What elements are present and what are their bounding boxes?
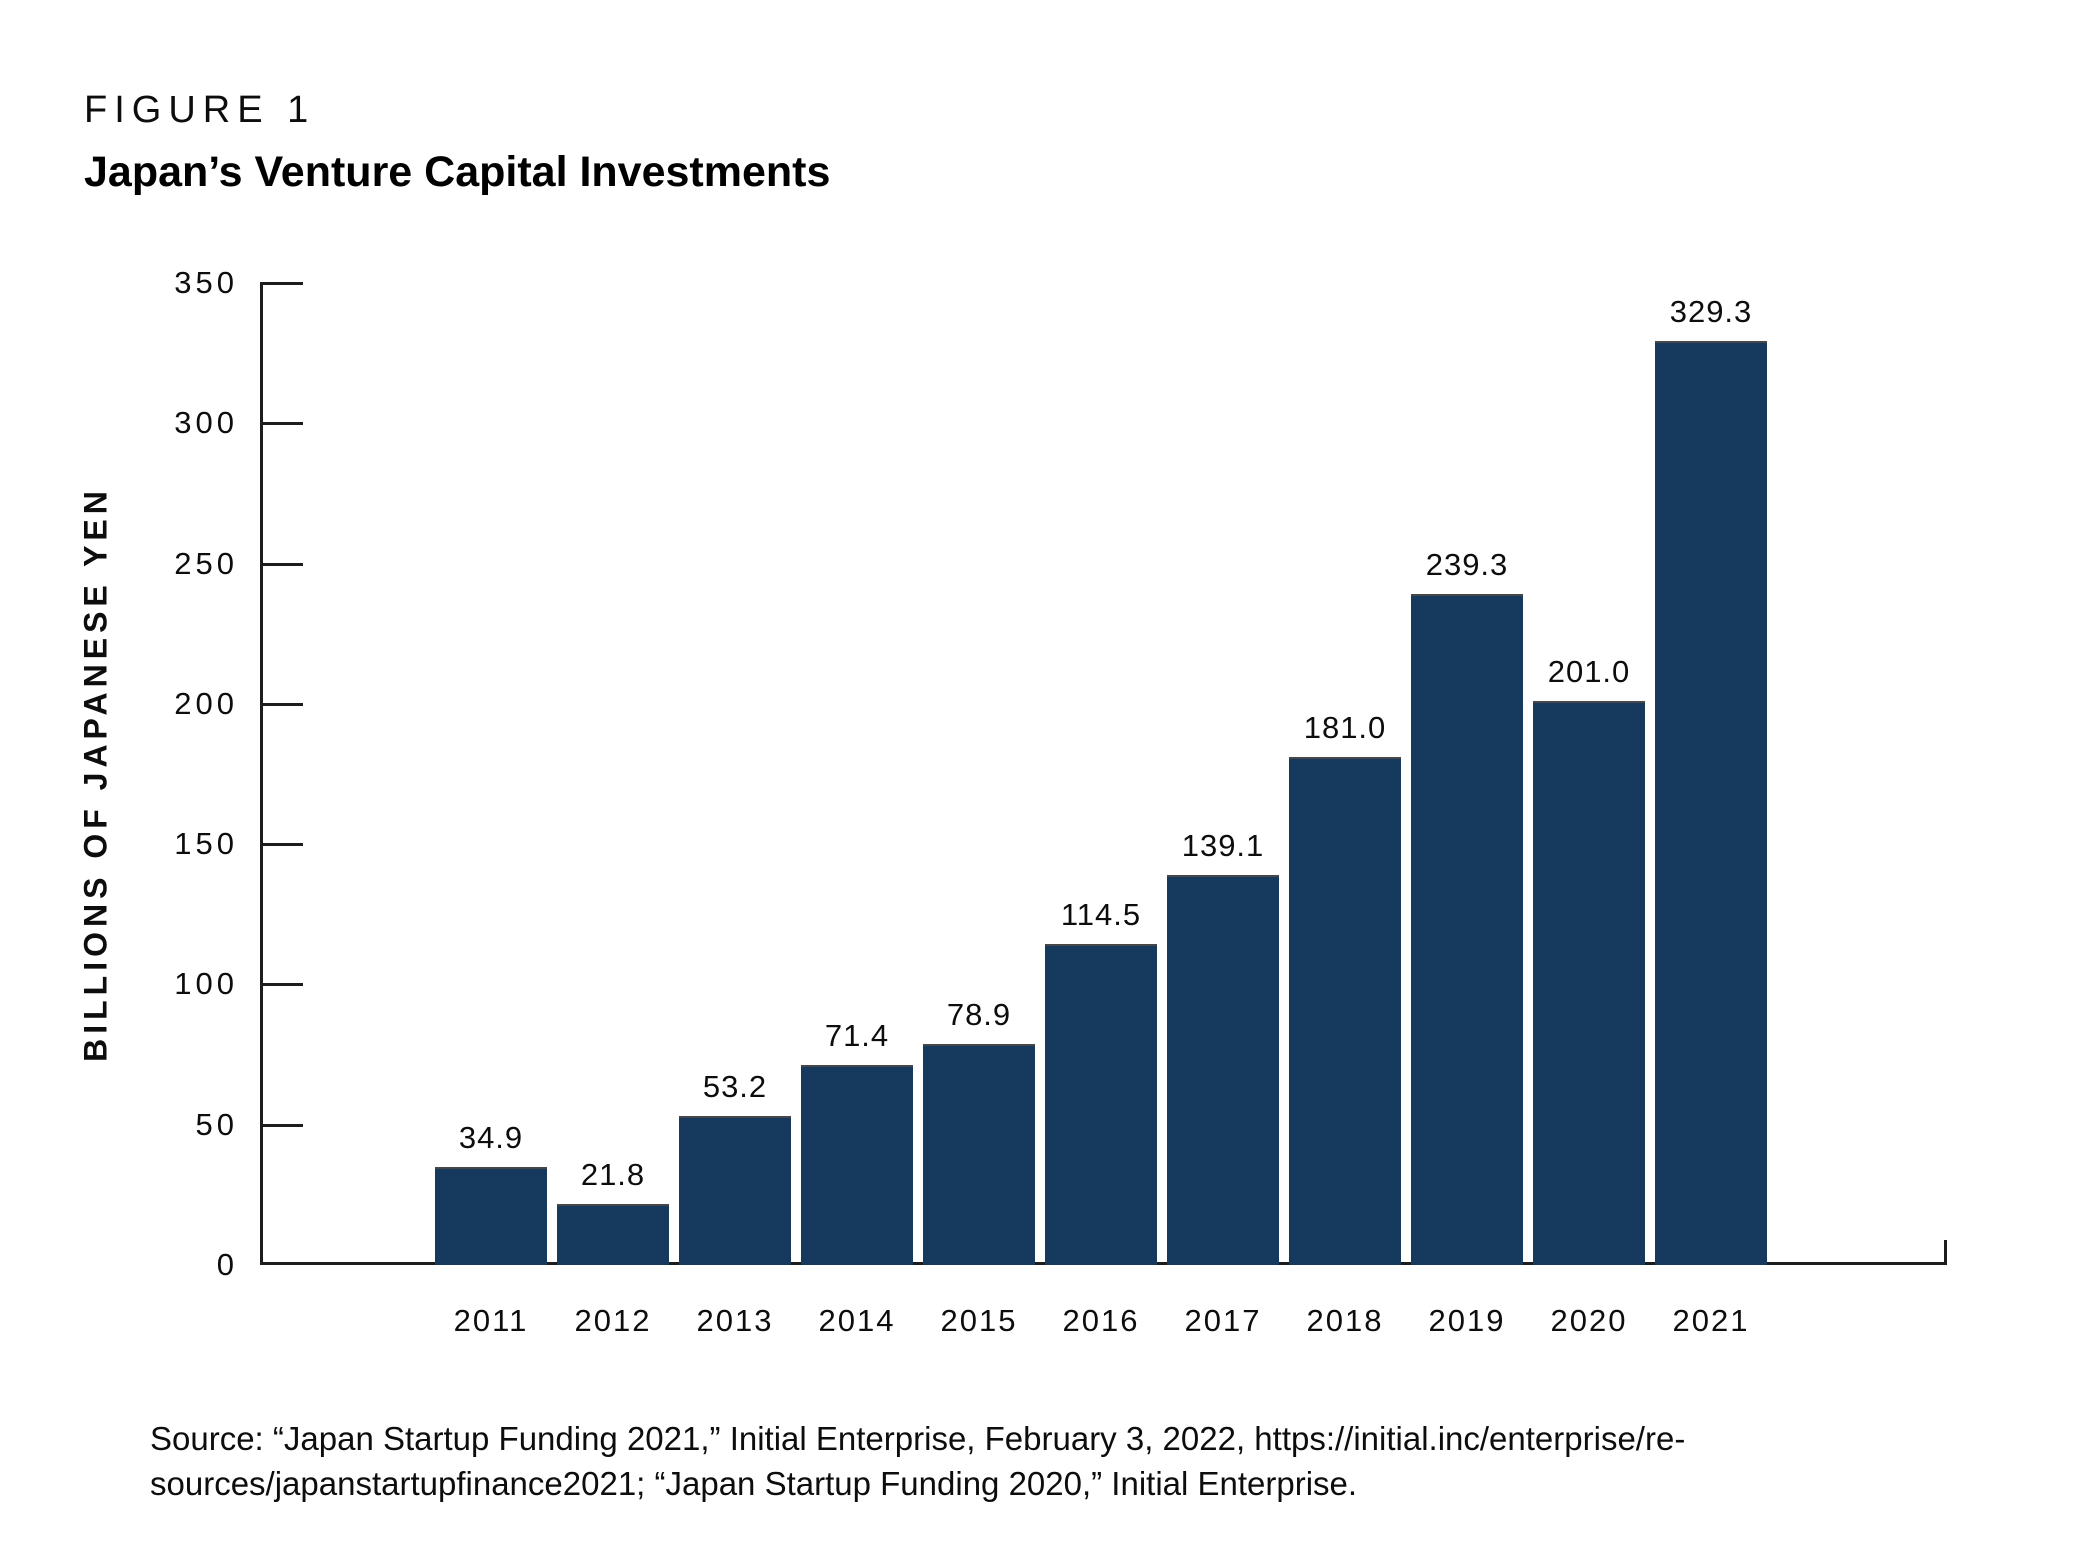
bar-value-label: 53.2 <box>702 1069 768 1104</box>
bar-value-label: 239.3 <box>1425 547 1509 582</box>
bar-value-label: 181.0 <box>1303 710 1387 745</box>
x-tick-label: 2021 <box>1672 1303 1750 1338</box>
bar-2016 <box>1045 944 1157 1265</box>
y-tick-label: 250 <box>174 546 238 581</box>
y-tick-mark <box>260 422 303 425</box>
bar-2013 <box>679 1116 791 1265</box>
source-note: Source: “Japan Startup Funding 2021,” In… <box>150 1416 1685 1506</box>
bar-2015 <box>923 1044 1035 1265</box>
x-tick-label: 2017 <box>1184 1303 1262 1338</box>
y-tick-mark <box>260 843 303 846</box>
bar-value-label: 139.1 <box>1181 828 1265 863</box>
bar-2021 <box>1655 341 1767 1265</box>
bar-value-label: 201.0 <box>1547 654 1631 689</box>
y-tick-mark <box>260 983 303 986</box>
bar-value-label: 71.4 <box>824 1018 890 1053</box>
y-tick-label: 0 <box>216 1247 238 1282</box>
bar-value-label: 34.9 <box>458 1120 524 1155</box>
bar-2012 <box>557 1204 669 1265</box>
x-tick-label: 2012 <box>574 1303 652 1338</box>
figure-label: FIGURE 1 <box>84 89 316 131</box>
x-axis-end-tick <box>1944 1240 1947 1265</box>
bar-2017 <box>1167 875 1279 1265</box>
source-line-2: sources/japanstartupfinance2021; “Japan … <box>150 1465 1358 1502</box>
y-tick-label: 50 <box>195 1107 238 1142</box>
y-tick-mark <box>260 563 303 566</box>
bar-2020 <box>1533 701 1645 1265</box>
x-tick-label: 2020 <box>1550 1303 1628 1338</box>
y-tick-label: 200 <box>174 686 238 721</box>
figure-title: Japan’s Venture Capital Investments <box>84 148 831 196</box>
bar-value-label: 114.5 <box>1060 897 1142 932</box>
y-tick-mark <box>260 1124 303 1127</box>
x-tick-label: 2011 <box>453 1303 529 1338</box>
x-tick-label: 2019 <box>1428 1303 1506 1338</box>
bar-value-label: 329.3 <box>1669 294 1753 329</box>
y-tick-label: 100 <box>174 966 238 1001</box>
y-tick-label: 350 <box>174 265 238 300</box>
bar-2018 <box>1289 757 1401 1265</box>
x-tick-label: 2014 <box>818 1303 896 1338</box>
source-line-1: Source: “Japan Startup Funding 2021,” In… <box>150 1420 1686 1457</box>
x-tick-label: 2018 <box>1306 1303 1384 1338</box>
x-tick-label: 2016 <box>1062 1303 1140 1338</box>
bar-2019 <box>1411 594 1523 1265</box>
bar-2014 <box>801 1065 913 1265</box>
y-tick-mark <box>260 282 303 285</box>
y-tick-label: 300 <box>174 405 238 440</box>
bar-2011 <box>435 1167 547 1265</box>
bar-value-label: 78.9 <box>946 997 1012 1032</box>
y-tick-label: 150 <box>174 826 238 861</box>
x-tick-label: 2013 <box>696 1303 774 1338</box>
bar-value-label: 21.8 <box>580 1157 646 1192</box>
y-tick-mark <box>260 703 303 706</box>
x-tick-label: 2015 <box>940 1303 1018 1338</box>
